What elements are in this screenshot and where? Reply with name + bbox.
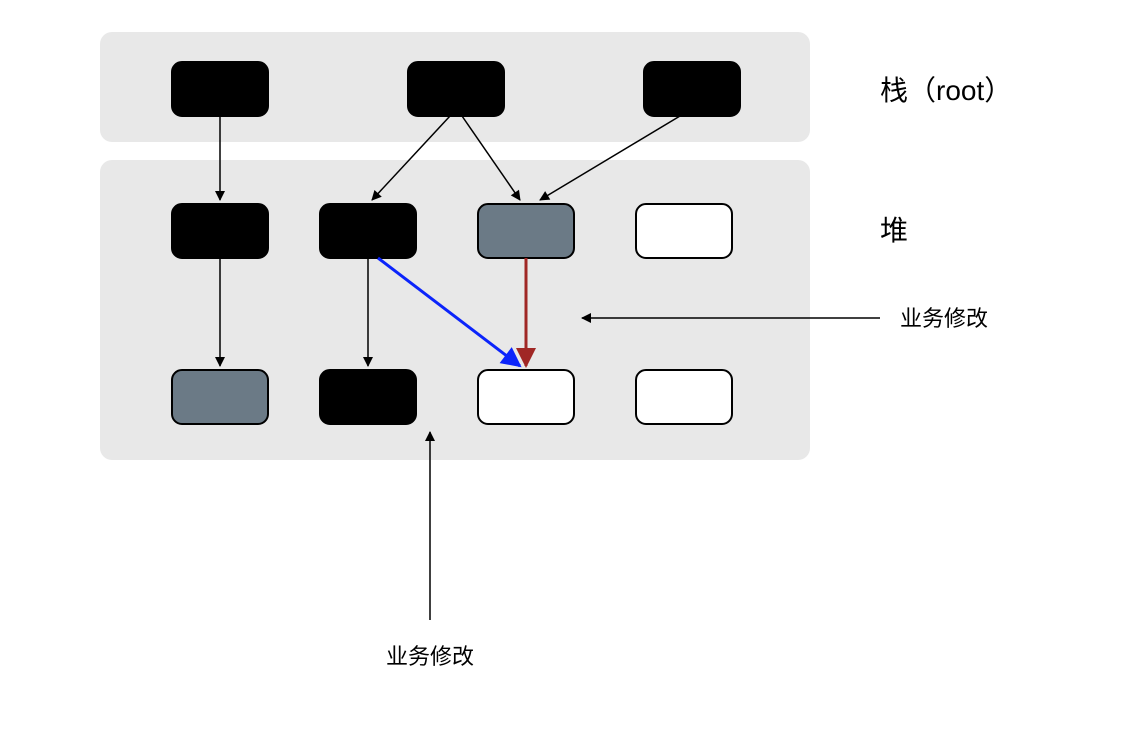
node-s1	[172, 62, 268, 116]
node-h14	[636, 204, 732, 258]
lbl-heap: 堆	[880, 215, 908, 246]
node-h24	[636, 370, 732, 424]
memory-diagram: 栈（root）堆业务修改业务修改	[0, 0, 1144, 752]
node-h22	[320, 370, 416, 424]
lbl-stack: 栈（root）	[880, 75, 1012, 106]
lbl-right: 业务修改	[900, 306, 988, 331]
node-h12	[320, 204, 416, 258]
node-h11	[172, 204, 268, 258]
node-h21	[172, 370, 268, 424]
node-s2	[408, 62, 504, 116]
node-h23	[478, 370, 574, 424]
node-s3	[644, 62, 740, 116]
lbl-bottom: 业务修改	[386, 644, 474, 669]
node-h13	[478, 204, 574, 258]
